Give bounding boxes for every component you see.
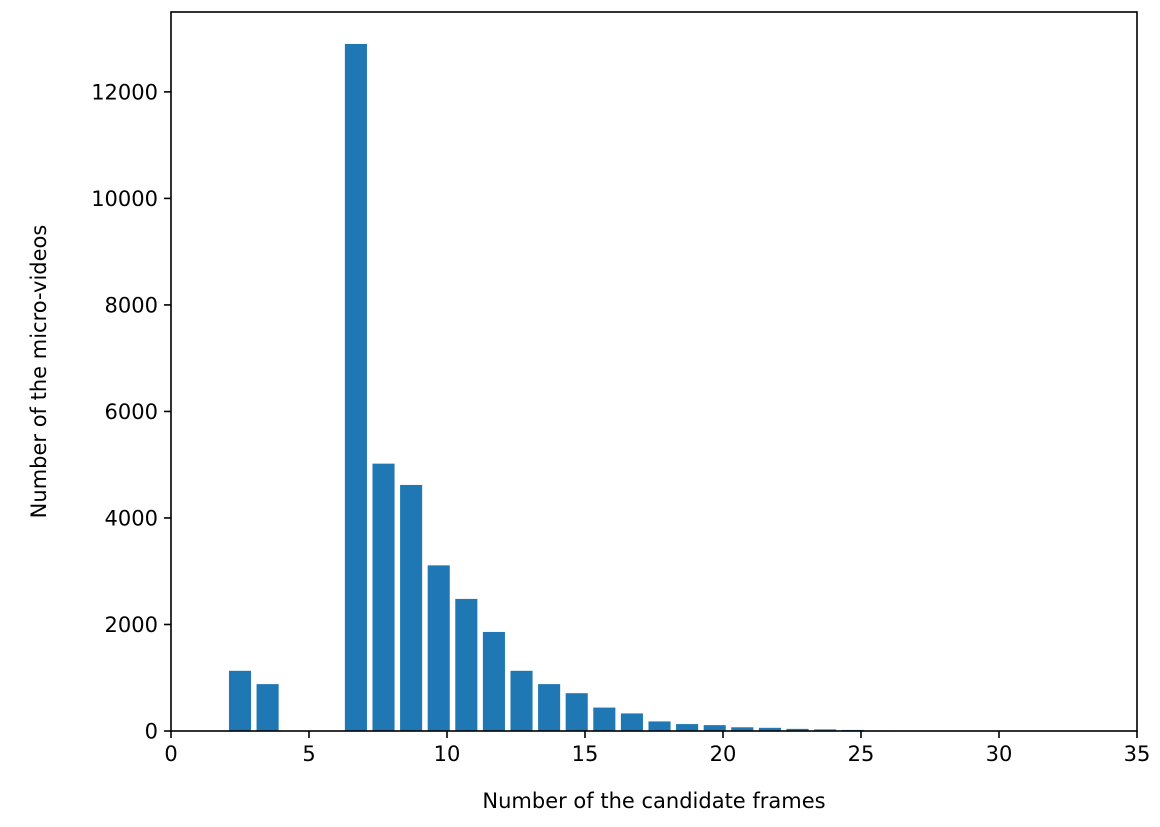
y-tick-label: 8000: [105, 293, 158, 317]
y-tick-label: 2000: [105, 613, 158, 637]
y-tick-label: 4000: [105, 506, 158, 530]
bar: [427, 565, 450, 731]
x-tick-label: 5: [302, 742, 315, 766]
bar: [455, 598, 478, 731]
y-tick-label: 10000: [91, 187, 158, 211]
bar: [400, 484, 423, 731]
y-tick-label: 6000: [105, 400, 158, 424]
bar: [538, 684, 561, 731]
bar: [565, 693, 588, 731]
bar: [648, 721, 671, 731]
x-axis-label: Number of the candidate frames: [482, 789, 825, 813]
plot-frame: [170, 11, 1138, 732]
bar: [758, 727, 781, 731]
bar: [228, 670, 252, 731]
bar: [482, 631, 505, 731]
x-tick-label: 10: [434, 742, 461, 766]
bar: [372, 463, 395, 731]
bar: [676, 724, 699, 731]
bar: [703, 725, 726, 731]
bar: [786, 728, 809, 731]
bar: [256, 684, 279, 731]
bar: [731, 727, 754, 731]
bars-group: [228, 43, 892, 731]
x-axis-ticks: 0 5 10 15 20 25 30 35: [164, 731, 1150, 766]
y-tick-label: 0: [145, 720, 158, 744]
bar: [510, 670, 533, 731]
bar: [344, 43, 367, 731]
x-tick-label: 25: [848, 742, 875, 766]
y-axis-ticks: 0 2000 4000 6000 8000 10000 12000: [91, 80, 171, 744]
x-tick-label: 35: [1124, 742, 1151, 766]
bar: [620, 713, 643, 731]
y-tick-label: 12000: [91, 80, 158, 104]
y-axis-label: Number of the micro-videos: [27, 225, 51, 519]
x-tick-label: 15: [572, 742, 599, 766]
x-tick-label: 0: [164, 742, 177, 766]
bar: [593, 707, 616, 731]
x-tick-label: 30: [986, 742, 1013, 766]
x-tick-label: 20: [710, 742, 737, 766]
